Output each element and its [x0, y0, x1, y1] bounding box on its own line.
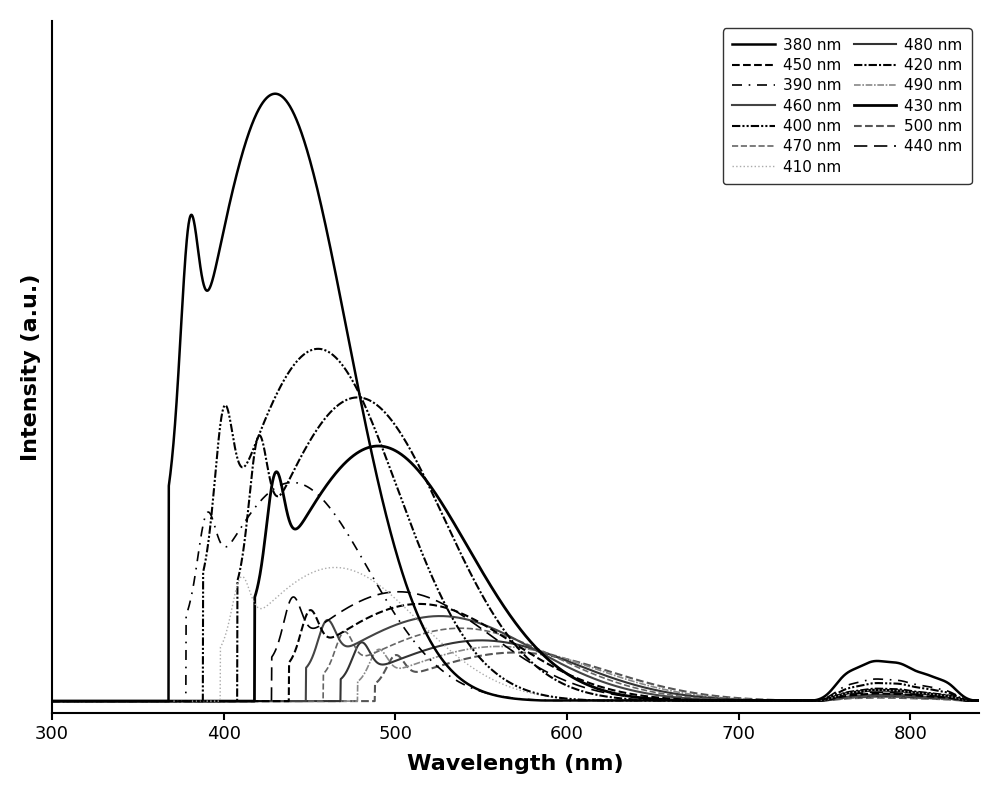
Y-axis label: Intensity (a.u.): Intensity (a.u.)	[21, 273, 41, 461]
X-axis label: Wavelength (nm): Wavelength (nm)	[407, 754, 624, 774]
Legend: 380 nm, 450 nm, 390 nm, 460 nm, 400 nm, 470 nm, 410 nm, 480 nm, 420 nm, 490 nm, : 380 nm, 450 nm, 390 nm, 460 nm, 400 nm, …	[723, 29, 972, 184]
